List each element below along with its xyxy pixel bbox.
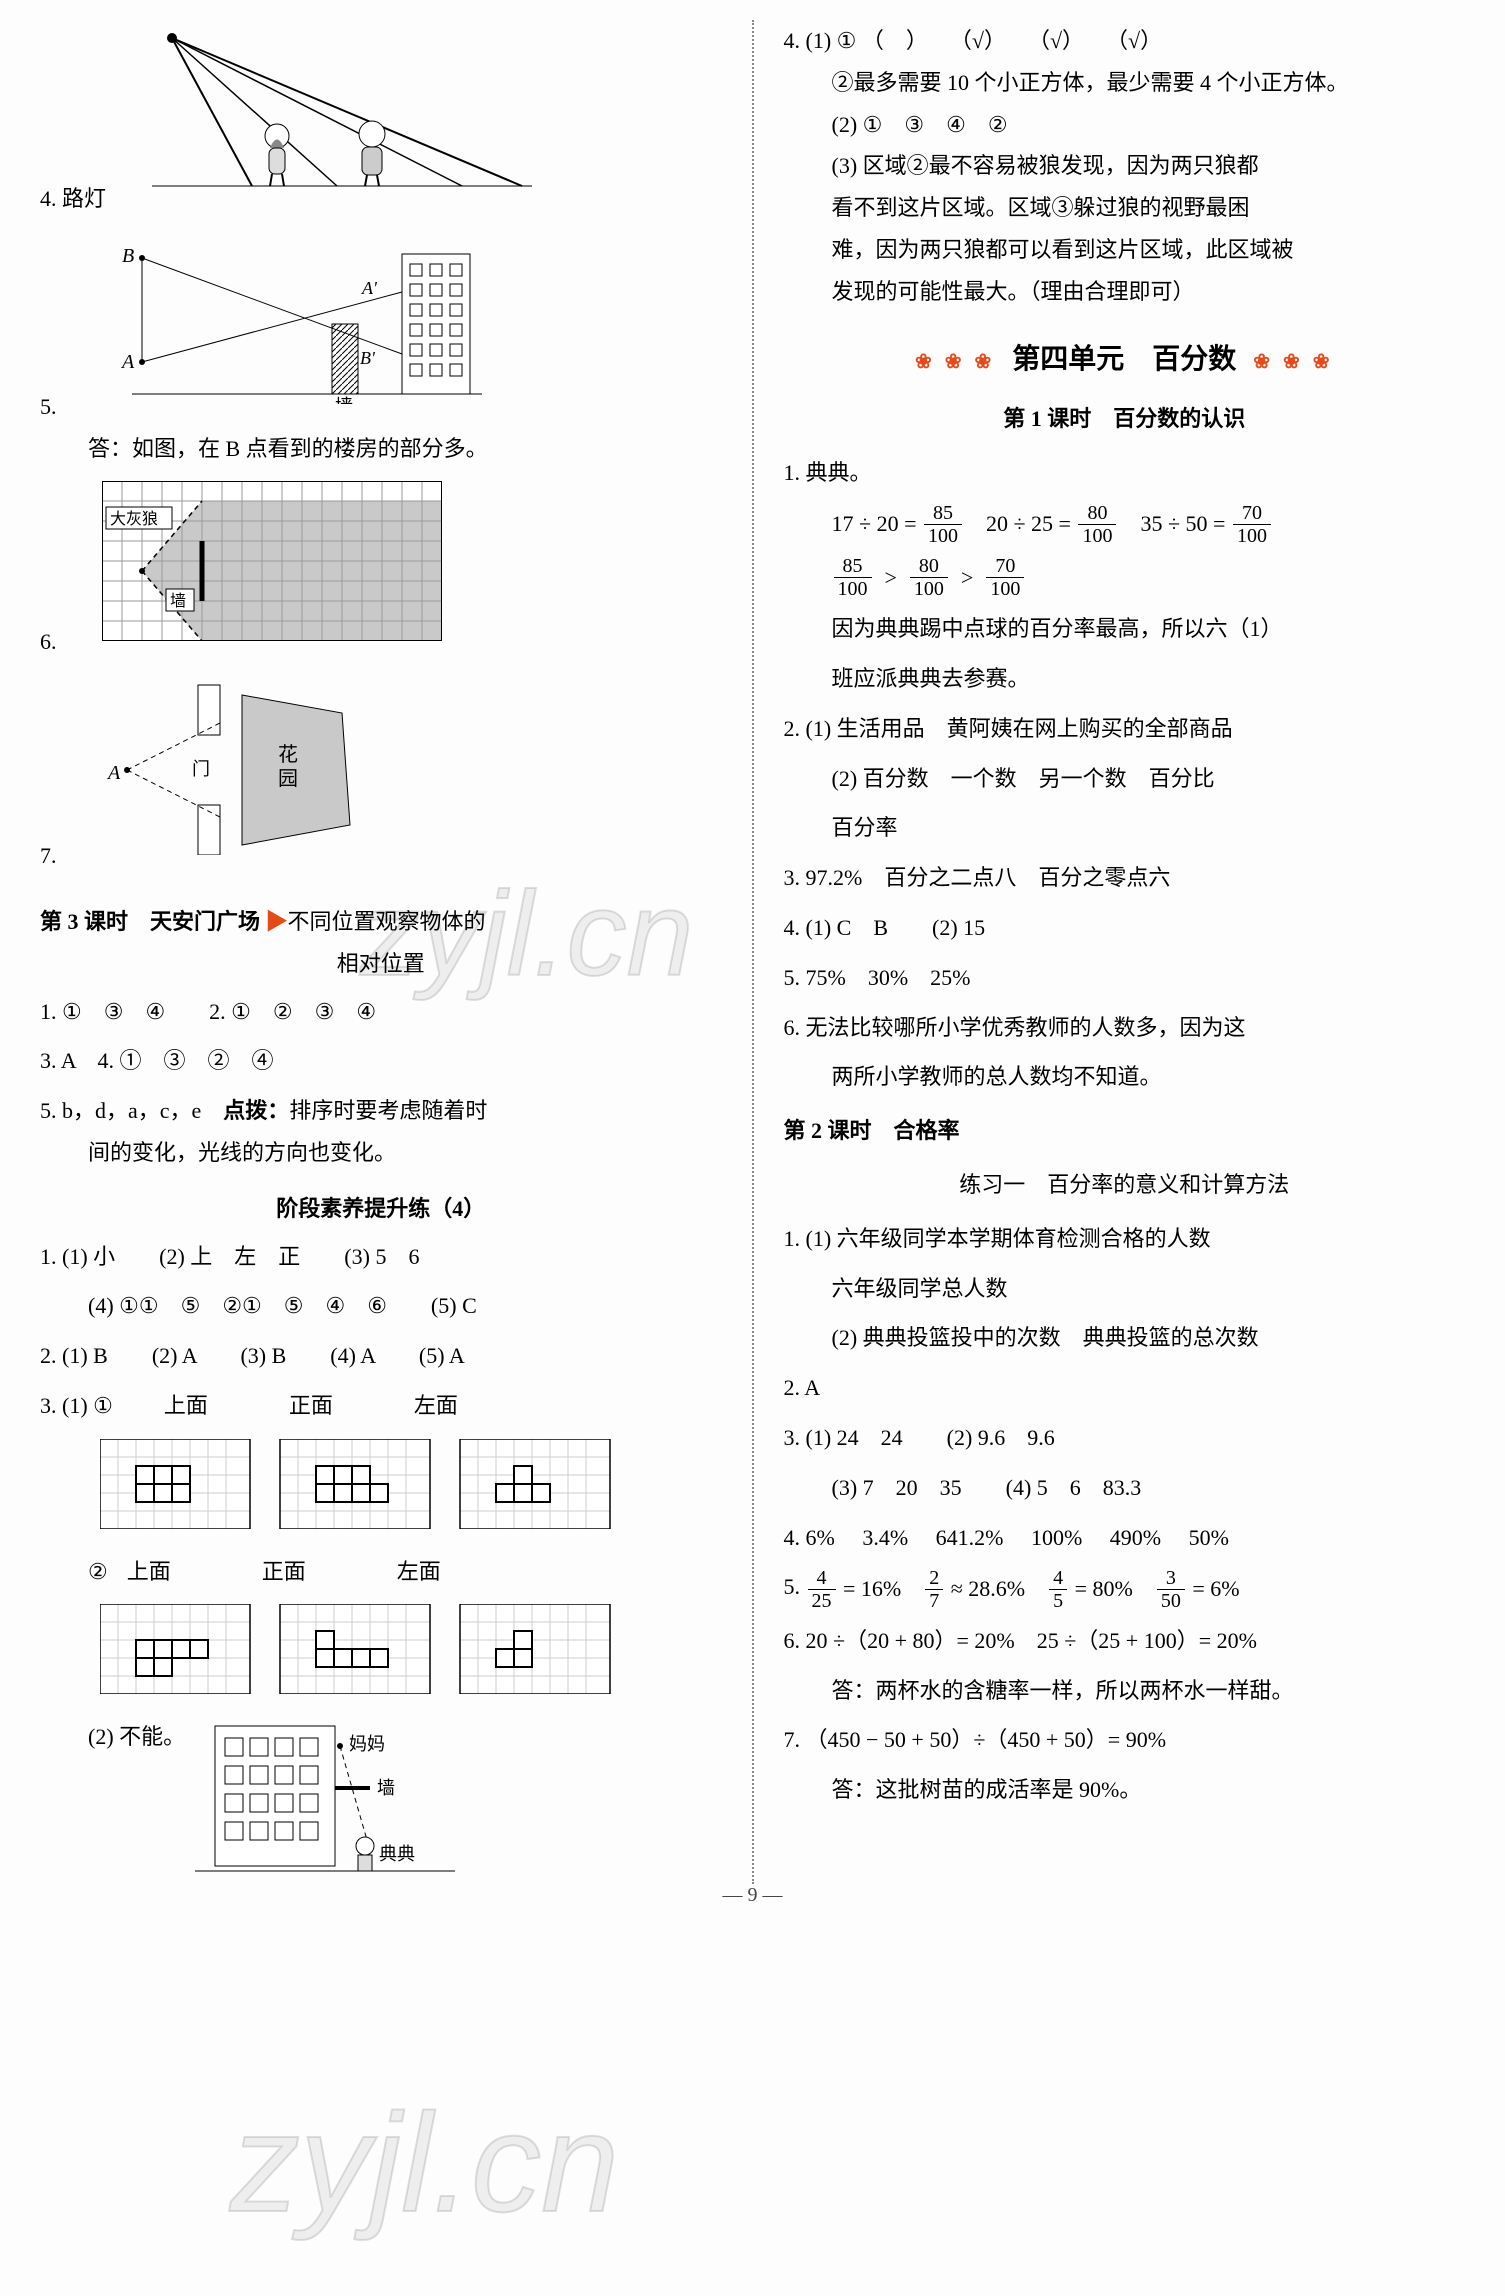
e1-q1c: (2) 典典投篮投中的次数 典典投篮的总次数 [784,1317,1466,1359]
page-number: — 9 — [723,1876,783,1914]
l3-q5: 5. b，d，a，c，e 点拨：排序时要考虑随着时 间的变化，光线的方向也变化。 [40,1090,722,1174]
u1-q5: 5. 75% 30% 25% [784,957,1466,999]
q-label: 6. [40,629,57,654]
svg-text:典典: 典典 [379,1844,415,1864]
u1-q1-eq: 17 ÷ 20 = 85100 20 ÷ 25 = 80100 35 ÷ 50 … [784,501,1466,546]
q-label: 7. [40,843,57,868]
unit4-title: ❀ ❀ ❀ 第四单元 百分数 ❀ ❀ ❀ [784,333,1466,386]
e1-q3b: (3) 7 20 35 (4) 5 6 83.3 [784,1467,1466,1509]
svg-text:A': A' [361,278,378,298]
stage-title: 阶段素养提升练（4） [40,1188,722,1230]
deco-left-icon: ❀ ❀ ❀ [915,351,995,373]
e1-q4: 4. 6% 3.4% 641.2% 100% 490% 50% [784,1517,1466,1559]
u1-q1-txt2: 班应派典典去参赛。 [784,658,1466,700]
left-q5: 5. [40,228,722,470]
right-column: 4. (1) ① （ ） （√） （√） （√） ②最多需要 10 个小正方体，… [784,20,1466,1884]
u1-q4: 4. (1) C B (2) 15 [784,907,1466,949]
s-q3-row2-labels: ② 上面 正面 左面 [40,1551,722,1593]
left-q6: 6. 大灰狼 [40,477,722,663]
q-label: 5. [40,394,57,419]
svg-text:墙: 墙 [377,1778,395,1798]
u1-q1-label: 1. 典典。 [784,452,1466,494]
s-q1b: (4) ①① ⑤ ②① ⑤ ④ ⑥ (5) C [40,1285,722,1327]
e1-q7b: 答：这批树苗的成活率是 90%。 [784,1769,1466,1811]
u1-q1-txt1: 因为典典踢中点球的百分率最高，所以六（1） [784,608,1466,650]
svg-text:B': B' [360,348,376,368]
ex1-title: 练习一 百分率的意义和计算方法 [784,1164,1466,1206]
u1-q2b: (2) 百分数 一个数 另一个数 百分比 [784,758,1466,800]
q4-title: 路灯 [62,186,106,211]
e1-q5: 5. 425 = 16% 27 ≈ 28.6% 45 = 80% 350 = 6… [784,1566,1466,1611]
figure-building-view: A B A' B' 墙 [102,234,492,404]
e1-q3a: 3. (1) 24 24 (2) 9.6 9.6 [784,1417,1466,1459]
s-q2: 2. (1) B (2) A (3) B (4) A (5) A [40,1335,722,1377]
watermark-2: zyjl.cn [230,2030,619,2296]
svg-text:墙: 墙 [170,592,186,610]
views-grid-1 [100,1439,620,1529]
svg-text:A: A [106,762,121,784]
e1-q6b: 答：两杯水的含糖率一样，所以两杯水一样甜。 [784,1670,1466,1712]
q-label: 4. [40,186,57,211]
svg-text:门: 门 [192,759,210,779]
views-grid-2 [100,1604,620,1694]
s-q3-2: (2) 不能。 妈妈 墙 典典 [40,1716,722,1876]
left-q7: 7. A 门 花 园 [40,671,722,877]
left-column: 4. 路灯 [40,20,722,1884]
u1-q6b: 两所小学教师的总人数均不知道。 [784,1056,1466,1098]
svg-text:大灰狼: 大灰狼 [110,510,158,528]
lesson2-title: 第 2 课时 合格率 [784,1110,1466,1152]
column-divider [752,20,754,1884]
e1-q7a: 7. （450 − 50 + 50）÷（450 + 50）= 90% [784,1719,1466,1761]
u1-q3: 3. 97.2% 百分之二点八 百分之零点六 [784,857,1466,899]
deco-right-icon: ❀ ❀ ❀ [1253,351,1333,373]
s-q3: 3. (1) ① 上面 正面 左面 [40,1385,722,1427]
s-q1a: 1. (1) 小 (2) 上 左 正 (3) 5 6 [40,1236,722,1278]
triangle-icon: ▶ [266,909,288,934]
lesson3-title: 第 3 课时 天安门广场 ▶不同位置观察物体的 相对位置 [40,901,722,985]
e1-q1a: 1. (1) 六年级同学本学期体育检测合格的人数 [784,1218,1466,1260]
u1-q2a: 2. (1) 生活用品 黄阿姨在网上购买的全部商品 [784,708,1466,750]
e1-q2: 2. A [784,1367,1466,1409]
e1-q6a: 6. 20 ÷（20 + 80）= 20% 25 ÷（25 + 100）= 20… [784,1620,1466,1662]
svg-text:B: B [122,245,134,267]
u1-q2c: 百分率 [784,807,1466,849]
l3-q1: 1. ① ③ ④ 2. ① ② ③ ④ [40,991,722,1033]
svg-text:园: 园 [278,768,298,790]
svg-text:花: 花 [278,743,298,766]
u1-q1-cmp: 85100 > 80100 > 70100 [784,555,1466,600]
svg-text:墙: 墙 [335,396,353,404]
figure-wolf-grid: 大灰狼 墙 [102,481,442,641]
figure-mama-building: 妈妈 墙 典典 [195,1716,455,1876]
e1-q1b: 六年级同学总人数 [784,1268,1466,1310]
lesson1-title: 第 1 课时 百分数的认识 [784,398,1466,440]
l3-q3: 3. A 4. ① ③ ② ④ [40,1040,722,1082]
svg-text:A: A [120,351,135,373]
q5-answer: 答：如图，在 B 点看到的楼房的部分多。 [40,428,722,470]
figure-garden: A 门 花 园 [102,675,402,855]
r-q4: 4. (1) ① （ ） （√） （√） （√） ②最多需要 10 个小正方体，… [784,20,1466,313]
left-q4: 4. 路灯 [40,20,722,220]
u1-q6a: 6. 无法比较哪所小学优秀教师的人数多，因为这 [784,1007,1466,1049]
svg-text:妈妈: 妈妈 [349,1734,385,1754]
figure-streetlamp [152,26,532,196]
